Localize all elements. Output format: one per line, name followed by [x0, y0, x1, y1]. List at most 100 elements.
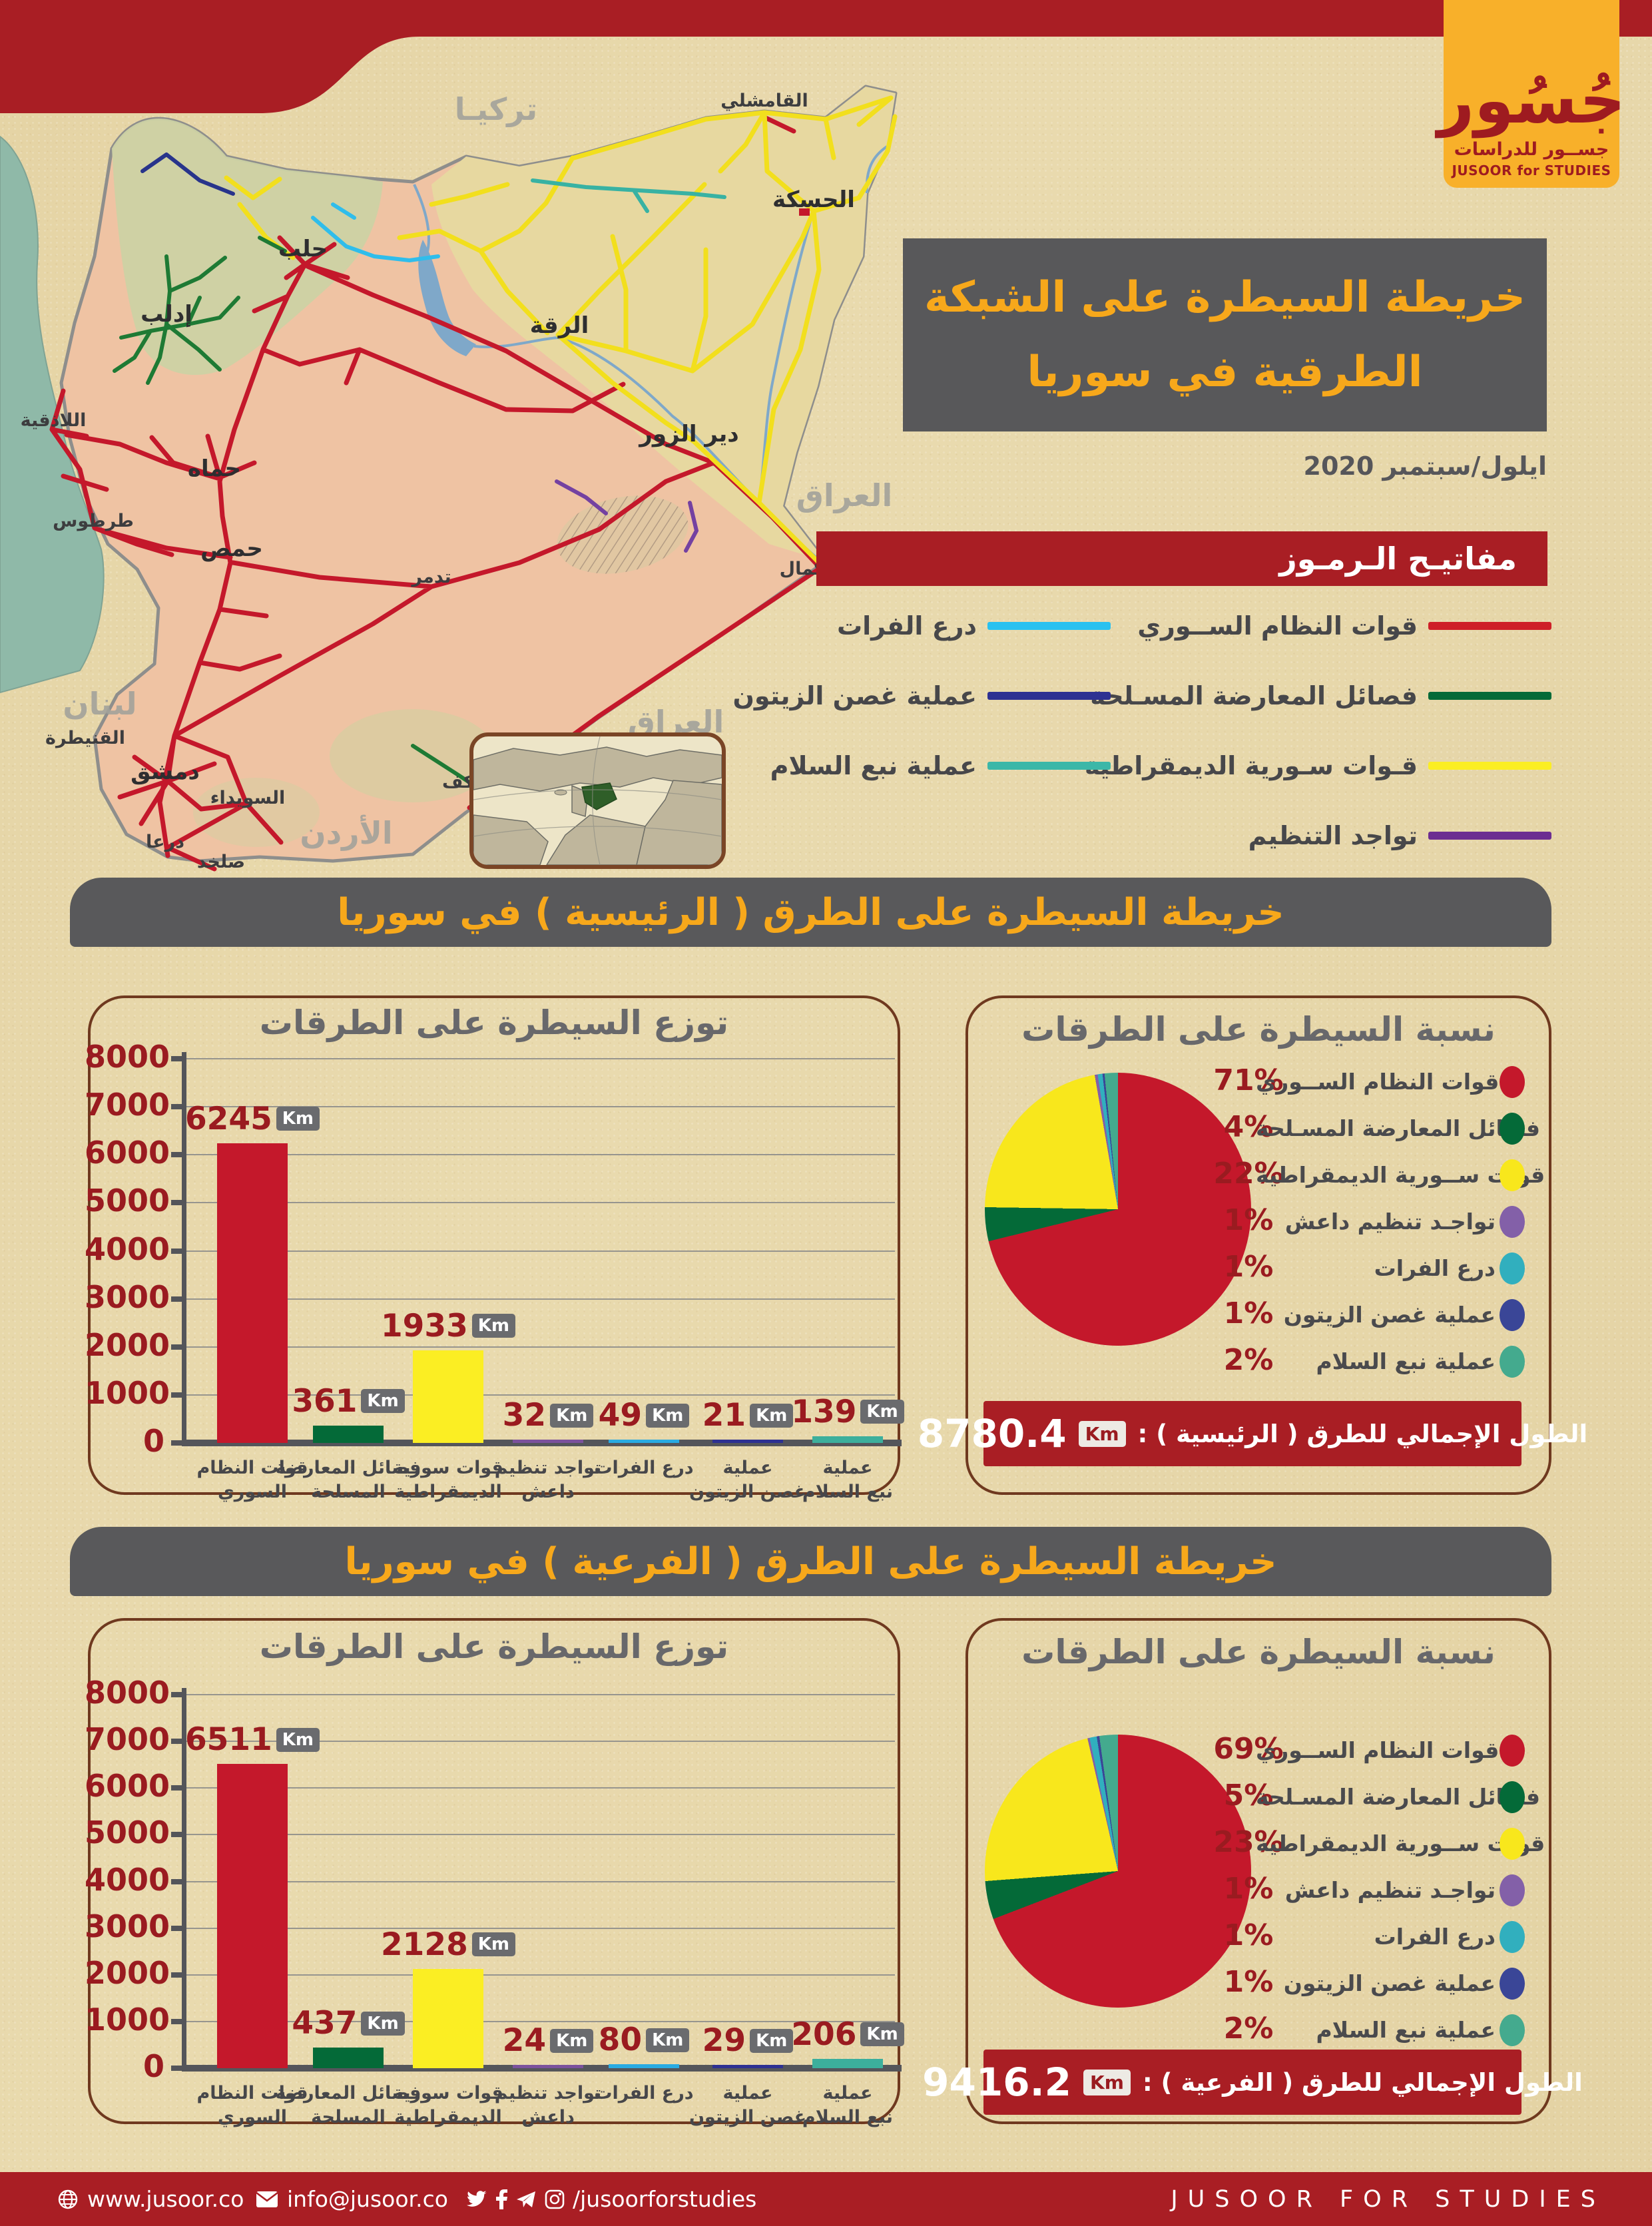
pie-color-dot [1500, 1113, 1525, 1145]
pie-label: عملية نبع السلام [1316, 1348, 1496, 1374]
y-axis-label: 8000 [85, 1675, 170, 1711]
y-axis-label: 5000 [85, 1814, 170, 1851]
bar-value-label: 21 Km [675, 1397, 821, 1434]
pie-percent: 71% [1213, 1063, 1284, 1097]
km-badge: Km [1078, 1420, 1126, 1447]
y-axis-label: 1000 [85, 1374, 170, 1411]
inset-anatolia [473, 746, 722, 792]
pie-percent: 69% [1213, 1732, 1284, 1766]
pie-percent: 2% [1223, 2012, 1274, 2046]
pie-legend-row-5: 1% عملية غصن الزيتون [965, 1295, 1551, 1335]
y-axis-label: 5000 [85, 1183, 170, 1219]
map-city-label: طرطوس [53, 511, 134, 531]
bar-0 [217, 1143, 288, 1443]
legend-header: مفاتيـح الـرمـوز [816, 531, 1547, 586]
legend-color-line [987, 762, 1111, 770]
bar-value-label: 6511 Km [179, 1721, 326, 1758]
facebook-icon [496, 2189, 507, 2209]
pie-label: درع الفرات [1374, 1255, 1496, 1281]
y-axis-label: 3000 [85, 1908, 170, 1944]
bar-value-label: 361 Km [275, 1383, 421, 1420]
main-title-line1: خريطة السيطرة على الشبكة [924, 273, 1525, 322]
pie-legend-row-2: 22% قوات ســورية الديمقراطية [965, 1155, 1551, 1195]
legend-item-label: قـوات سـورية الديمقراطية [1084, 751, 1418, 780]
hasakah-marker [799, 208, 810, 216]
pie-percent: 4% [1223, 1110, 1274, 1144]
syria-roads-map: تركيـاالعراقالعراقلبنانالأردنحلبإدلباللا… [0, 85, 898, 872]
publication-date: ايلول/سبتمبر 2020 [1303, 451, 1547, 481]
bar-category-label: قوات سورية الديمقراطية [393, 1458, 503, 1503]
bar-category-label: تواجد تنظيم داعش [494, 1458, 602, 1503]
panel-bar-secondary [88, 1618, 900, 2124]
pie-label: قوات ســورية الديمقراطية [1256, 1162, 1545, 1188]
pie-legend-row-3: 1% تواجـد تنظيم داعش [965, 1202, 1551, 1242]
legend-item-label: عملية غصن الزيتون [732, 681, 977, 710]
gridline [184, 1394, 895, 1396]
roads-opposition-green [113, 236, 527, 819]
footer-brand-english: JUSOOR FOR STUDIES [1171, 2185, 1605, 2213]
map-city-label: اللاذقية [21, 410, 87, 431]
envelope-icon [256, 2191, 278, 2207]
total-length-secondary-roads: الطول الإجمالي للطرق ( الفرعية ) : Km 94… [922, 2050, 1583, 2115]
legend-item-left-2: عملية نبع السلام [770, 746, 1111, 786]
bar-chart-secondary-roads: توزع السيطرة على الطرقات 8000 7000 6000 5000… [85, 1618, 904, 2127]
bar-category-label: تواجد تنظيم داعش [494, 2083, 602, 2128]
logo-calligraphy: جُسُور [1437, 63, 1626, 138]
legend-color-line [1428, 832, 1551, 840]
bar-1 [313, 2048, 384, 2068]
bar-chart-main-roads: توزع السيطرة على الطرقات 8000 7000 6000 5000… [85, 995, 904, 1502]
pie-color-dot [1500, 1252, 1525, 1284]
pie-percent: 22% [1213, 1157, 1284, 1191]
x-axis [182, 1440, 902, 1446]
bar-5 [712, 1440, 783, 1443]
map-city-label: الرقة [530, 312, 589, 339]
pie-label: فصائل المعارضة المسـلحة [1256, 1115, 1541, 1141]
pie-legend-row-0: 71% قوات النظام الســوري [965, 1062, 1551, 1102]
map-neighbor-label: لبنان [63, 686, 137, 722]
pie-chart-title: نسبة السيطرة على الطرقات [1021, 1633, 1496, 1671]
bar-category-label: عملية نبع السلام [802, 2083, 894, 2128]
footer-email-link[interactable]: info@jusoor.co [255, 2186, 448, 2212]
pie-legend-row-6: 2% عملية نبع السلام [965, 1342, 1551, 1382]
legend-item-label: تواجد التنظيم [1248, 821, 1418, 850]
bar-4 [609, 2064, 679, 2068]
telegram-icon [517, 2191, 535, 2207]
panel-bar-main [88, 995, 900, 1495]
pie-label: تواجـد تنظيم داعش [1284, 1209, 1496, 1235]
section-header-main-roads-text: خريطة السيطرة على الطرق ( الرئيسية ) في … [337, 890, 1284, 934]
bar-0 [217, 1764, 288, 2068]
axis-tick [171, 1440, 184, 1446]
total-length-main-roads: الطول الإجمالي للطرق ( الرئيسية ) : Km 8… [918, 1401, 1587, 1466]
bar-3 [513, 2065, 583, 2068]
footer-social-links[interactable]: /jusoorforstudies [466, 2186, 756, 2212]
gridline [184, 1298, 895, 1300]
pie-legend-row-5: 1% عملية غصن الزيتون [965, 1964, 1551, 2004]
axis-tick [171, 1392, 184, 1398]
bar-value-label: 1933 Km [375, 1308, 521, 1344]
axis-tick [171, 1200, 184, 1206]
roads-sdf-yellow [224, 95, 898, 564]
jusoor-logo: جُسُور جســور للدراسات JUSOOR for STUDIE… [1438, 0, 1625, 188]
pie-percent: 1% [1223, 1296, 1274, 1330]
map-neighbor-label: تركيـا [455, 91, 537, 127]
axis-tick [171, 2018, 184, 2024]
footer-website-text: www.jusoor.co [87, 2186, 244, 2212]
axis-tick [171, 2066, 184, 2071]
pie-color-dot [1500, 1346, 1525, 1378]
y-axis-label: 1000 [85, 2001, 170, 2038]
inset-syria-highlight [581, 782, 617, 810]
roads-euphrates-shield-cyan [311, 202, 440, 262]
pie-percent: 1% [1223, 1250, 1274, 1284]
inset-arabia [546, 814, 646, 865]
pie-graphic [985, 1073, 1251, 1346]
gridline [184, 1974, 895, 1976]
gridline [184, 1834, 895, 1836]
legend-item-label: عملية نبع السلام [770, 751, 977, 780]
gridline [184, 1154, 895, 1156]
y-axis-label: 4000 [85, 1231, 170, 1267]
bar-5 [712, 2065, 783, 2068]
footer-website-link[interactable]: www.jusoor.co [57, 2186, 244, 2212]
bar-category-label: عملية غصن الزيتون [688, 1458, 807, 1503]
bar-value-label: 24 Km [475, 2022, 621, 2059]
